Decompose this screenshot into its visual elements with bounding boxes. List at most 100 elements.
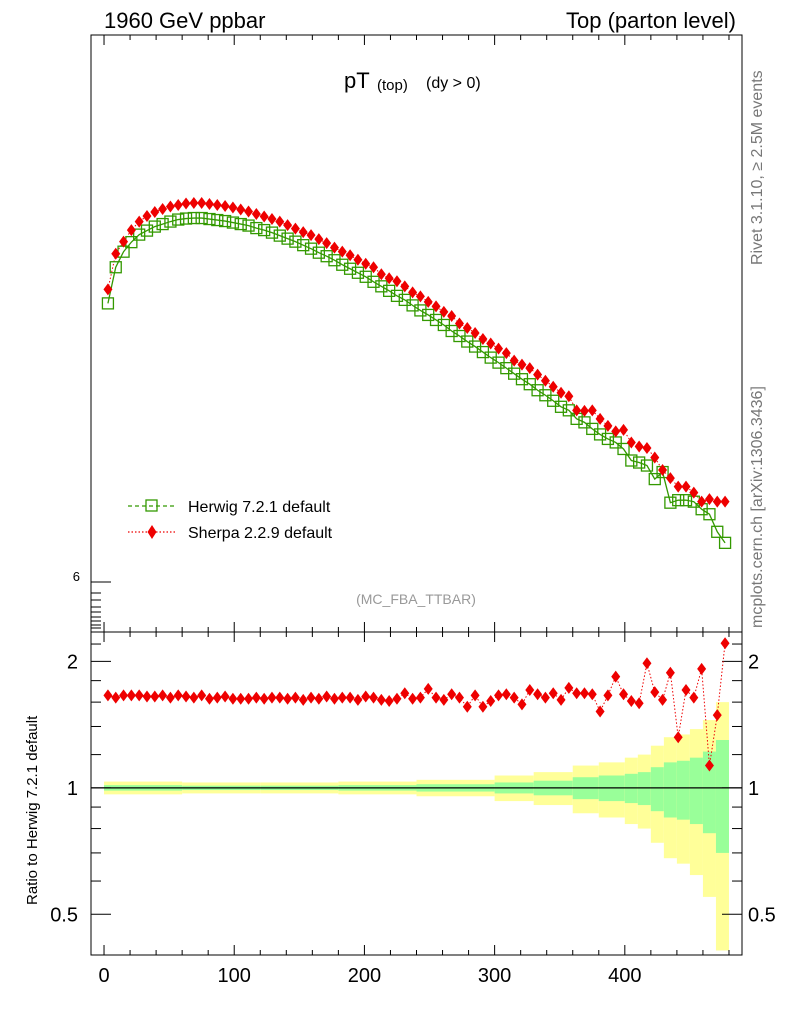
- herwig-marker: [617, 442, 630, 456]
- sherpa-marker: [392, 275, 402, 288]
- ratio-sherpa-marker: [298, 693, 308, 706]
- ratio-sherpa-marker: [611, 670, 621, 683]
- sherpa-marker: [689, 486, 699, 499]
- ratio-sherpa-marker: [369, 691, 379, 704]
- herwig-marker: [179, 212, 193, 225]
- herwig-marker: [367, 275, 380, 288]
- ratio-sherpa-marker: [228, 692, 238, 705]
- herwig-marker: [304, 242, 318, 255]
- ratio-sherpa-marker: [119, 689, 129, 702]
- legend-square-marker: [145, 499, 158, 512]
- sherpa-marker: [244, 205, 254, 218]
- ratio-sherpa-marker: [165, 691, 175, 704]
- ratio-sherpa-marker: [197, 689, 207, 702]
- ratio-sherpa-marker: [548, 687, 558, 700]
- ratio-sherpa-marker: [642, 657, 652, 670]
- chart-watermark: (MC_FBA_TTBAR): [356, 591, 476, 607]
- sherpa-marker: [259, 210, 269, 223]
- main-frame: [90, 34, 743, 633]
- sherpa-marker: [369, 261, 379, 274]
- sherpa-marker: [439, 305, 449, 318]
- ratio-sherpa-marker: [337, 691, 347, 704]
- ratio-sherpa-marker: [579, 687, 589, 700]
- sherpa-marker: [462, 321, 472, 334]
- herwig-marker: [672, 494, 685, 507]
- sherpa-marker: [556, 386, 566, 399]
- ratio-bands: [91, 702, 742, 951]
- ratio-ticks: 0.5 0.5 1 1 2 2: [50, 632, 776, 955]
- herwig-marker: [226, 216, 240, 229]
- ratio-tick-label-left: 1: [67, 778, 78, 800]
- ratio-sherpa-marker: [283, 692, 293, 705]
- ratio-sherpa-marker: [267, 691, 277, 704]
- herwig-marker: [187, 211, 201, 225]
- ratio-tick-label-left: 2: [67, 651, 78, 673]
- legend-diamond-marker: [147, 525, 157, 539]
- ratio-sherpa-marker: [650, 686, 660, 699]
- sherpa-marker: [478, 333, 488, 346]
- band-green: [650, 767, 664, 812]
- sherpa-marker: [564, 390, 574, 403]
- ratio-sherpa-marker: [212, 691, 222, 704]
- ratio-sherpa-marker: [509, 691, 519, 704]
- herwig-marker: [336, 258, 349, 271]
- sherpa-marker: [697, 495, 707, 508]
- herwig-marker: [250, 221, 263, 235]
- side-mcplots-label: mcplots.cern.ch [arXiv:1306.3436]: [749, 386, 766, 628]
- sherpa-marker: [197, 196, 207, 209]
- ratio-sherpa-marker: [306, 691, 316, 704]
- ratio-sherpa-marker: [486, 694, 496, 707]
- herwig-marker: [640, 459, 654, 472]
- ratio-sherpa-marker: [376, 693, 386, 706]
- herwig-marker: [211, 213, 224, 227]
- ratio-ylabel: Ratio to Herwig 7.2.1 default: [24, 715, 41, 905]
- main-series: [101, 196, 732, 549]
- herwig-marker: [148, 220, 161, 233]
- sherpa-marker: [275, 215, 285, 228]
- ratio-sherpa-marker: [704, 759, 714, 772]
- sherpa-marker: [181, 197, 191, 210]
- ratio-sherpa-marker: [634, 697, 644, 710]
- ratio-sherpa-marker: [408, 692, 418, 705]
- herwig-line: [107, 217, 726, 544]
- herwig-marker: [664, 496, 677, 509]
- ratio-sherpa-marker: [626, 694, 636, 707]
- sherpa-marker: [704, 493, 714, 506]
- sherpa-marker: [345, 249, 355, 262]
- ratio-sherpa-marker: [540, 691, 550, 704]
- header-energy-label: 1960 GeV ppbar: [104, 8, 265, 33]
- sherpa-marker: [611, 425, 621, 438]
- herwig-marker: [133, 228, 146, 241]
- ratio-sherpa-marker: [525, 683, 535, 696]
- herwig-marker: [140, 224, 154, 237]
- sherpa-marker: [408, 286, 418, 299]
- ratio-sherpa-marker: [329, 692, 339, 705]
- ratio-sherpa-marker: [712, 709, 722, 722]
- herwig-marker: [101, 297, 115, 310]
- ratio-sherpa-marker: [447, 688, 457, 701]
- sherpa-marker: [165, 200, 175, 213]
- sherpa-marker: [712, 495, 722, 508]
- ratio-sherpa-marker: [431, 691, 441, 704]
- herwig-marker: [281, 232, 294, 245]
- ratio-sherpa-marker: [556, 693, 566, 706]
- legend-item-sherpa: Sherpa 2.2.9 default: [128, 525, 333, 542]
- chart-title-cut: (dy > 0): [426, 75, 481, 92]
- herwig-marker: [648, 472, 661, 486]
- herwig-marker: [265, 226, 279, 239]
- ratio-sherpa-marker: [103, 689, 113, 702]
- sherpa-marker: [111, 247, 121, 260]
- herwig-marker: [273, 229, 286, 242]
- ratio-sherpa-marker: [572, 687, 582, 700]
- sherpa-marker: [642, 441, 652, 454]
- sherpa-marker: [720, 495, 730, 508]
- chart-title-main: pT: [344, 68, 370, 93]
- sherpa-marker: [142, 210, 152, 223]
- ratio-sherpa-marker: [681, 683, 691, 696]
- ratio-sherpa-marker: [494, 689, 504, 702]
- sherpa-marker: [431, 300, 441, 313]
- sherpa-marker: [290, 222, 300, 235]
- sherpa-marker: [415, 290, 425, 303]
- ratio-sherpa-marker: [314, 692, 324, 705]
